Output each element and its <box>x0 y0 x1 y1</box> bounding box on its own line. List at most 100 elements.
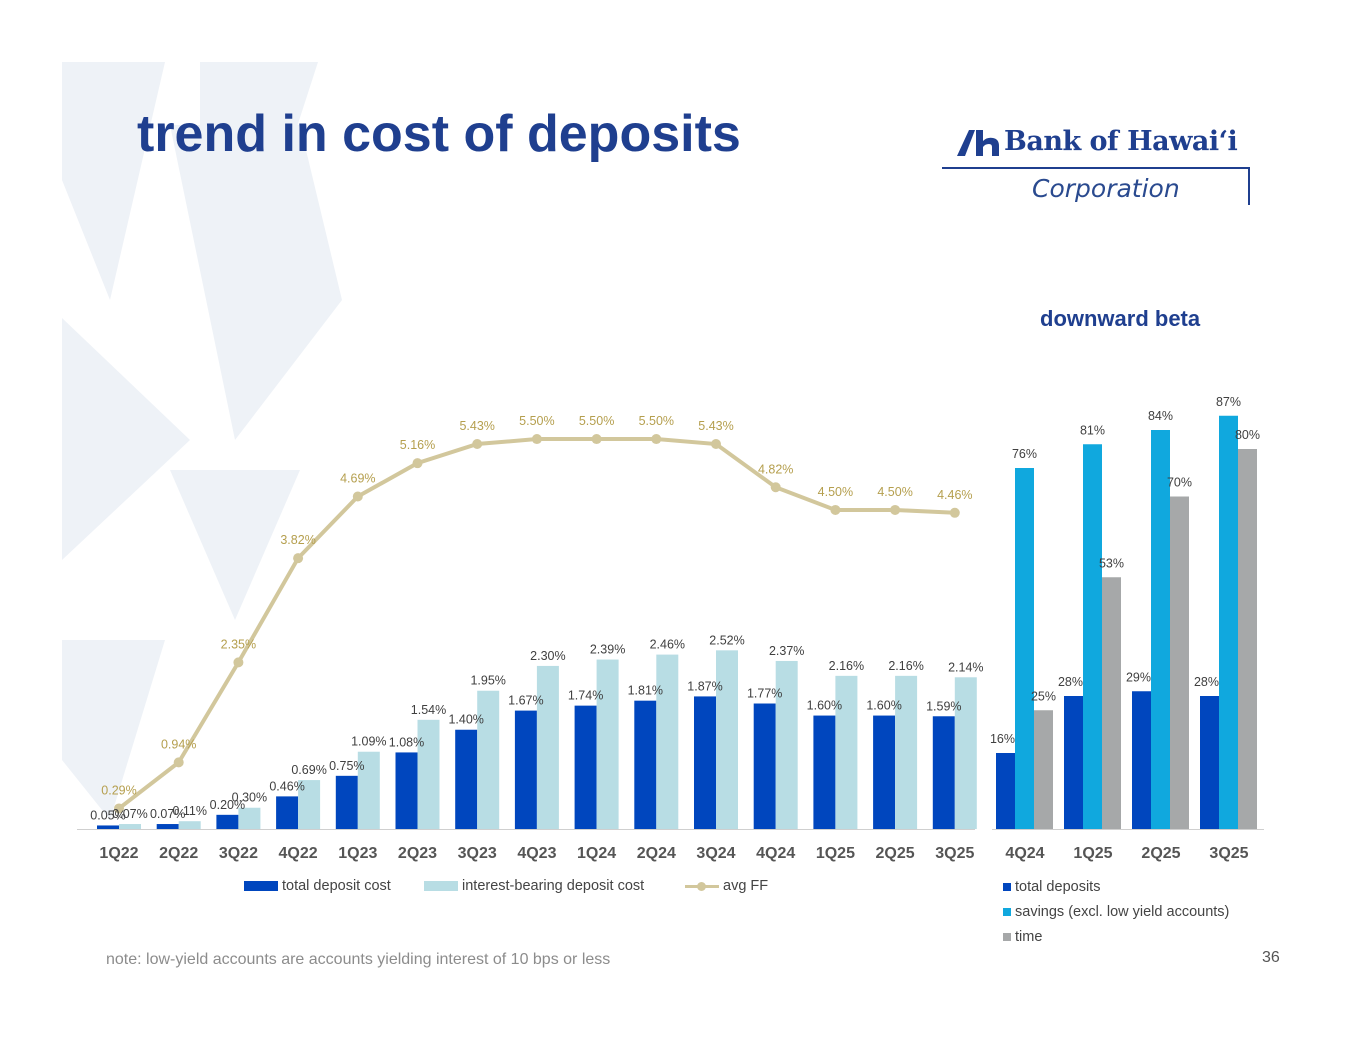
bar-total-deposit-cost-4Q22 <box>276 796 299 829</box>
label-beta-1-3Q25: 87% <box>1216 395 1241 409</box>
bar-interest-bearing-3Q25 <box>954 677 977 829</box>
bar-beta-0-2Q25 <box>1132 691 1151 829</box>
bar-total-deposit-cost-4Q23 <box>514 710 537 829</box>
bar-total-deposit-cost-3Q24 <box>694 696 716 829</box>
legend-label-time: time <box>1015 929 1043 945</box>
label-avg-ff-1Q24: 5.50% <box>579 414 614 428</box>
x-tick-2Q24: 2Q24 <box>637 845 676 862</box>
bar-beta-0-3Q25 <box>1200 696 1219 829</box>
x-tick-3Q23: 3Q23 <box>458 845 497 862</box>
label-interest-bearing-2Q24: 2.46% <box>650 638 685 652</box>
beta-x-tick-4Q24: 4Q24 <box>1005 845 1044 862</box>
legend-label-savings: savings (excl. low yield accounts) <box>1015 904 1230 920</box>
label-interest-bearing-3Q24: 2.52% <box>709 633 744 647</box>
label-avg-ff-1Q25: 4.50% <box>818 485 853 499</box>
bank-logo-icon <box>957 130 999 156</box>
bar-interest-bearing-1Q24 <box>596 659 619 829</box>
bar-beta-1-1Q25 <box>1083 444 1102 829</box>
point-avg-ff-3Q25 <box>949 507 960 518</box>
x-tick-3Q24: 3Q24 <box>696 845 735 862</box>
x-tick-1Q23: 1Q23 <box>338 845 377 862</box>
bar-total-deposit-cost-1Q25 <box>813 715 836 829</box>
point-avg-ff-3Q22 <box>233 657 244 668</box>
legend-swatch-savings <box>1003 908 1011 916</box>
bank-logo: Bank of Hawai‘i Corporation <box>942 118 1254 210</box>
main-legend-interest: interest-bearing deposit cost <box>424 878 644 894</box>
beta-legend-total-deposits: total deposits <box>1003 879 1100 895</box>
label-total-deposit-cost-1Q25: 1.60% <box>807 699 842 713</box>
label-beta-2-2Q25: 70% <box>1167 476 1192 490</box>
label-beta-0-2Q25: 29% <box>1126 670 1151 684</box>
bar-interest-bearing-3Q24 <box>716 650 738 829</box>
bar-interest-bearing-1Q25 <box>835 675 858 829</box>
label-beta-0-1Q25: 28% <box>1058 675 1083 689</box>
label-total-deposit-cost-3Q23: 1.40% <box>448 713 483 727</box>
bar-beta-2-3Q25 <box>1238 449 1257 829</box>
x-tick-2Q25: 2Q25 <box>876 845 915 862</box>
label-avg-ff-3Q24: 5.43% <box>698 419 733 433</box>
legend-swatch-total-deposit-cost <box>244 881 278 891</box>
bar-interest-bearing-2Q25 <box>895 675 918 829</box>
label-total-deposit-cost-4Q22: 0.46% <box>269 779 304 793</box>
point-avg-ff-4Q24 <box>770 482 781 493</box>
label-interest-bearing-2Q22: 0.11% <box>172 804 207 818</box>
label-beta-0-3Q25: 28% <box>1194 675 1219 689</box>
label-total-deposit-cost-3Q25: 1.59% <box>926 699 961 713</box>
bar-total-deposit-cost-1Q23 <box>335 775 358 829</box>
bar-interest-bearing-2Q22 <box>178 821 201 829</box>
beta-x-tick-1Q25: 1Q25 <box>1073 845 1112 862</box>
legend-swatch-avg-ff <box>685 881 719 891</box>
label-avg-ff-2Q22: 0.94% <box>161 737 196 751</box>
bar-beta-2-2Q25 <box>1170 496 1189 829</box>
point-avg-ff-2Q25 <box>890 504 901 515</box>
label-total-deposit-cost-2Q23: 1.08% <box>389 735 424 749</box>
legend-swatch-total-deposits <box>1003 883 1011 891</box>
label-interest-bearing-4Q24: 2.37% <box>769 644 804 658</box>
label-beta-2-4Q24: 25% <box>1031 689 1056 703</box>
bar-interest-bearing-3Q23 <box>477 690 500 829</box>
bar-total-deposit-cost-3Q25 <box>932 716 955 829</box>
bar-total-deposit-cost-2Q24 <box>634 700 657 829</box>
label-total-deposit-cost-4Q24: 1.77% <box>747 687 782 701</box>
label-interest-bearing-1Q25: 2.16% <box>829 659 864 673</box>
bar-beta-2-4Q24 <box>1034 710 1053 829</box>
x-tick-2Q23: 2Q23 <box>398 845 437 862</box>
point-avg-ff-3Q24 <box>711 439 721 450</box>
x-tick-3Q22: 3Q22 <box>219 845 258 862</box>
x-tick-2Q22: 2Q22 <box>159 845 198 862</box>
label-beta-2-1Q25: 53% <box>1099 556 1124 570</box>
label-interest-bearing-1Q24: 2.39% <box>590 643 625 657</box>
beta-legend-savings: savings (excl. low yield accounts) <box>1003 904 1229 920</box>
legend-swatch-interest-bearing <box>424 881 458 891</box>
label-beta-1-1Q25: 81% <box>1080 423 1105 437</box>
bar-total-deposit-cost-2Q22 <box>156 824 179 829</box>
label-avg-ff-4Q23: 5.50% <box>519 414 554 428</box>
logo-vertical-divider <box>1248 167 1250 205</box>
main-legend-total: total deposit cost <box>244 878 391 894</box>
x-tick-4Q24: 4Q24 <box>756 845 795 862</box>
label-total-deposit-cost-3Q22: 0.20% <box>210 798 245 812</box>
bar-total-deposit-cost-2Q25 <box>873 715 896 829</box>
bank-logo-name: Bank of Hawai‘i <box>1004 126 1238 157</box>
bar-interest-bearing-4Q24 <box>775 660 798 829</box>
beta-x-tick-3Q25: 3Q25 <box>1209 845 1248 862</box>
label-interest-bearing-1Q22: 0.07% <box>112 807 147 821</box>
legend-label-avg-ff: avg FF <box>723 878 769 894</box>
label-beta-1-4Q24: 76% <box>1012 447 1037 461</box>
bar-beta-1-4Q24 <box>1015 468 1034 829</box>
label-beta-2-3Q25: 80% <box>1235 428 1260 442</box>
beta-legend-time: time <box>1003 929 1042 945</box>
point-avg-ff-2Q23 <box>412 458 423 469</box>
label-interest-bearing-3Q25: 2.14% <box>948 660 983 674</box>
point-avg-ff-2Q24 <box>651 434 662 445</box>
bar-interest-bearing-1Q23 <box>357 751 380 829</box>
bar-interest-bearing-4Q23 <box>536 665 559 829</box>
bar-total-deposit-cost-1Q24 <box>574 705 597 829</box>
bar-beta-1-3Q25 <box>1219 415 1238 829</box>
x-tick-1Q24: 1Q24 <box>577 845 616 862</box>
bar-interest-bearing-2Q23 <box>417 719 440 829</box>
bar-total-deposit-cost-2Q23 <box>395 752 418 829</box>
bar-interest-bearing-1Q22 <box>119 824 141 829</box>
